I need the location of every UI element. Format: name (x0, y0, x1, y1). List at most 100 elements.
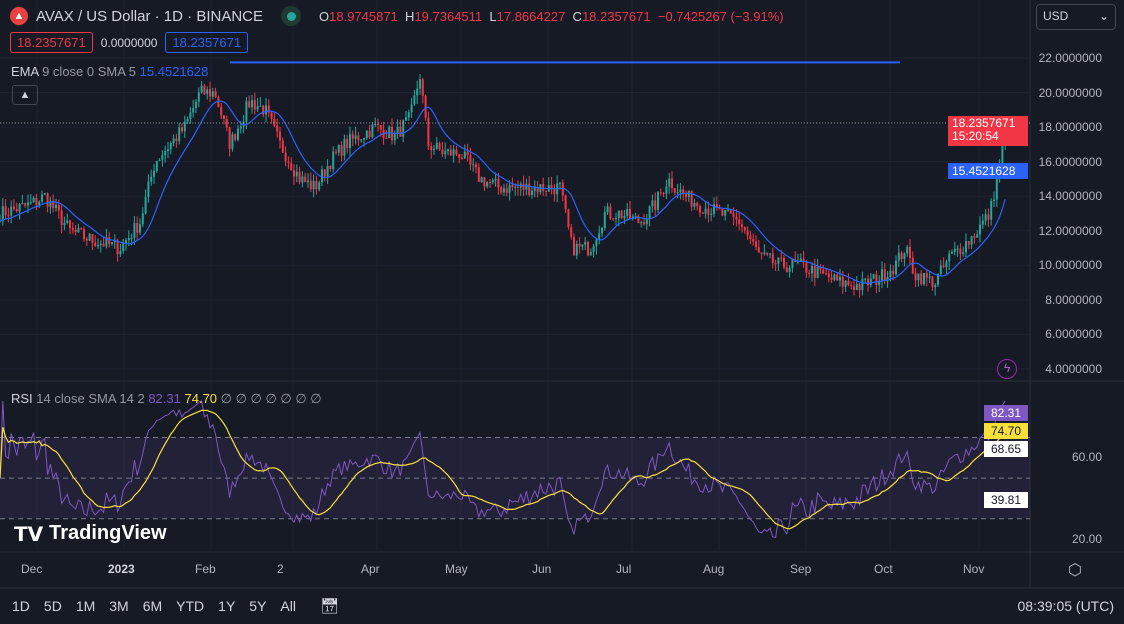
candle (900, 252, 903, 260)
candle (774, 263, 777, 265)
symbol-title[interactable]: AVAX / US Dollar · 1D · BINANCE (36, 7, 263, 25)
candle (259, 105, 262, 107)
bottom-toolbar: 1D 5D 1M 3M 6M YTD 1Y 5Y All 📅︎ 08:39:05 (UTC) (0, 588, 1124, 624)
candle (195, 101, 197, 108)
range-button-1y[interactable]: 1Y (218, 598, 236, 614)
candle (66, 220, 69, 223)
candle (732, 213, 735, 217)
candle (7, 215, 10, 217)
candle (18, 203, 21, 212)
candle (52, 200, 55, 209)
candle (931, 276, 934, 288)
candle (340, 144, 343, 156)
candle (427, 117, 430, 147)
candle (416, 88, 419, 96)
rsi-sma-tag: 74.70 (984, 423, 1028, 439)
candle (671, 178, 673, 189)
candle (133, 223, 136, 238)
ema-legend[interactable]: EMA 9 close 0 SMA 5 15.4521628 (11, 64, 209, 79)
date-range-icon[interactable]: 📅︎ (319, 598, 340, 615)
candle (410, 104, 413, 113)
range-button-all[interactable]: All (280, 598, 296, 614)
candle (94, 242, 97, 247)
candle (881, 269, 883, 281)
candle (707, 208, 710, 215)
candle (396, 126, 399, 133)
settings-gear-icon[interactable]: ⬡ (1068, 562, 1082, 579)
candle (911, 257, 914, 274)
candle (559, 182, 561, 184)
candle (225, 119, 228, 128)
buy-button[interactable]: 18.2357671 (165, 32, 249, 53)
candle (665, 186, 668, 194)
candle (377, 124, 379, 126)
candle (256, 106, 259, 110)
time-axis-label: 2023 (108, 562, 135, 576)
candle (833, 274, 836, 280)
candle (724, 210, 727, 216)
lightning-alert-icon[interactable]: ϟ (997, 359, 1017, 379)
candle (399, 126, 402, 137)
candle (542, 184, 545, 191)
range-button-5y[interactable]: 5Y (249, 598, 267, 614)
candle (581, 244, 584, 247)
candle (696, 203, 699, 207)
candle (105, 237, 108, 247)
candle (934, 284, 937, 288)
candle (1001, 141, 1004, 166)
range-button-5d[interactable]: 5D (43, 598, 62, 614)
candle (668, 178, 671, 187)
candle (379, 125, 382, 130)
candle (573, 236, 575, 256)
candle (601, 228, 603, 234)
candle (676, 192, 679, 194)
range-button-ytd[interactable]: YTD (176, 598, 205, 614)
candle (805, 262, 808, 273)
range-button-1d[interactable]: 1D (12, 598, 30, 614)
candle (570, 227, 573, 237)
candle (673, 188, 676, 193)
candle (127, 237, 130, 241)
collapse-legend-button[interactable]: ▲ (12, 85, 38, 105)
candle (802, 258, 805, 263)
candle (612, 218, 615, 220)
rsi-lower-tag: 39.81 (984, 492, 1028, 508)
candle (603, 212, 606, 229)
candle (354, 135, 357, 139)
range-button-6m[interactable]: 6M (142, 598, 163, 614)
candle (452, 149, 455, 156)
range-button-1m[interactable]: 1M (75, 598, 96, 614)
clock[interactable]: 08:39:05 (UTC) (1017, 598, 1114, 614)
candle (970, 236, 973, 245)
sell-button[interactable]: 18.2357671 (10, 32, 93, 53)
price-axis-label: 16.0000000 (1038, 154, 1102, 169)
candle (183, 121, 186, 132)
candle (477, 167, 480, 183)
candle (825, 273, 827, 275)
candle (760, 252, 763, 254)
candle (99, 243, 102, 245)
rsi-legend[interactable]: RSI 14 close SMA 14 2 82.31 74.70 ∅ ∅ ∅ … (11, 391, 322, 406)
candle (830, 277, 833, 280)
time-axis-label: May (445, 562, 468, 576)
candle (836, 274, 839, 281)
candle (508, 185, 511, 193)
candle (979, 224, 981, 235)
time-axis-label: 2 (277, 562, 284, 576)
candle (321, 169, 323, 183)
candle (595, 239, 598, 247)
candle (981, 220, 984, 225)
candle (139, 224, 141, 233)
currency-select[interactable]: USD ⌄ (1036, 4, 1116, 30)
candle (889, 270, 892, 278)
candle (0, 221, 1, 223)
candle (609, 206, 612, 219)
candle (729, 209, 732, 214)
candle (925, 273, 928, 278)
tradingview-logo[interactable]: 𝗧𝗩 TradingView (14, 522, 167, 546)
range-button-3m[interactable]: 3M (109, 598, 129, 614)
candle (799, 258, 802, 262)
candle (715, 204, 718, 208)
candle (88, 234, 91, 241)
